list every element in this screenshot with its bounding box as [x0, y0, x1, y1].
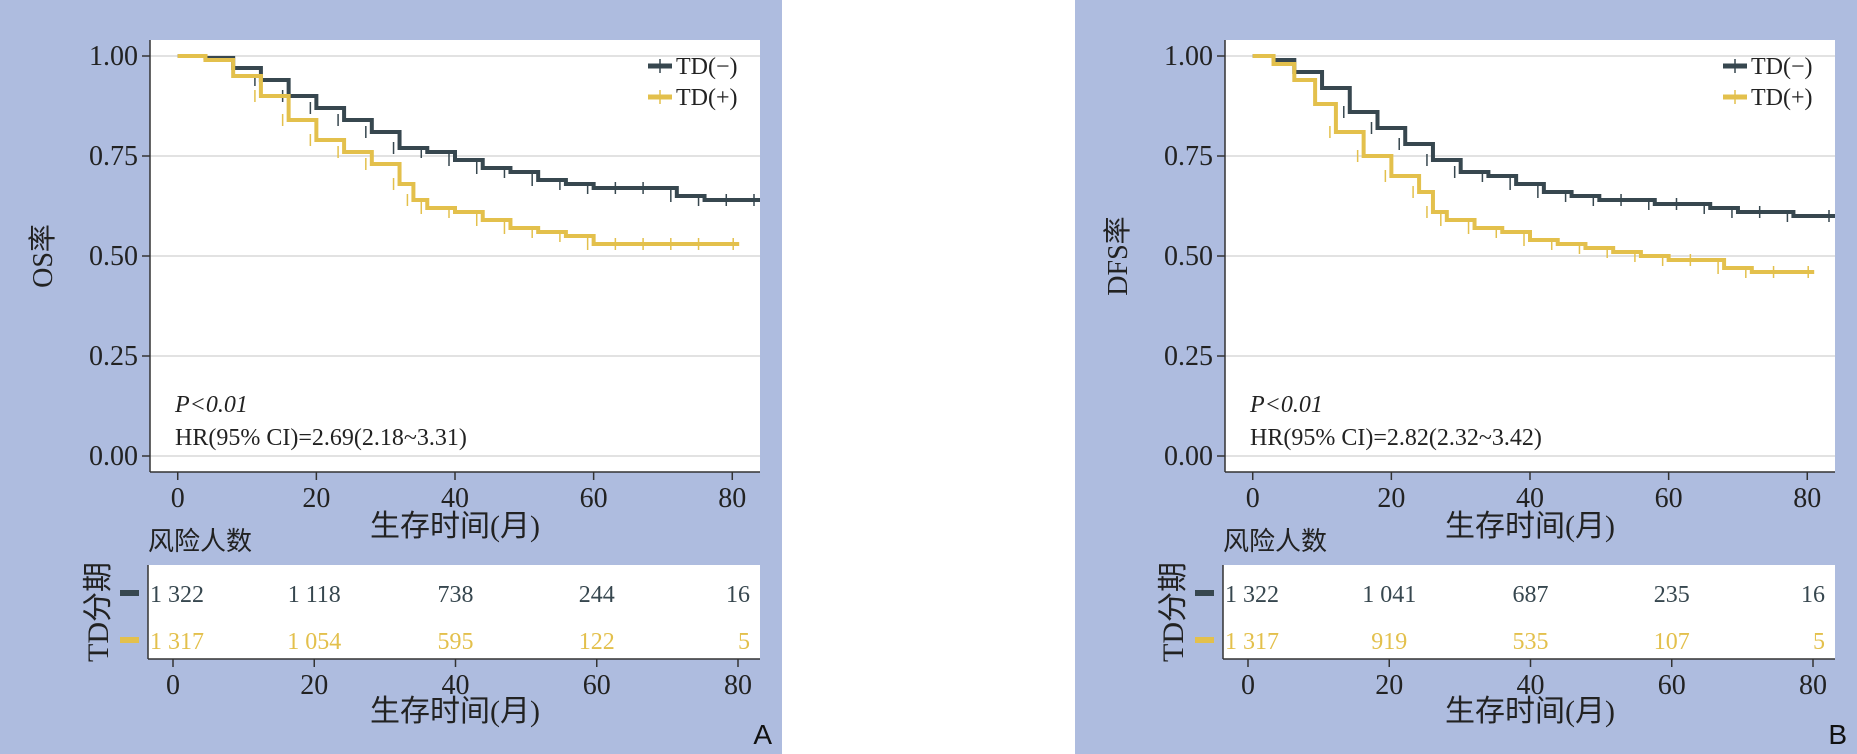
- p-value-text: P<0.01: [1249, 392, 1323, 418]
- x-tick-label: 20: [1377, 483, 1405, 514]
- risk-table-title: 风险人数: [148, 527, 252, 556]
- risk-x-tick-label: 20: [300, 670, 328, 701]
- risk-x-tick-label: 0: [1241, 670, 1255, 701]
- risk-count: 5: [738, 629, 750, 655]
- x-tick-label: 0: [1246, 483, 1260, 514]
- p-value-text: P<0.01: [174, 392, 248, 418]
- x-tick-label: 60: [1655, 483, 1683, 514]
- risk-table-area: [1223, 565, 1835, 659]
- risk-count: 16: [1801, 582, 1825, 608]
- series-line-td-neg: [1252, 54, 1835, 218]
- x-tick-label: 40: [441, 483, 469, 514]
- risk-x-tick-label: 80: [724, 670, 752, 701]
- risk-count: 1 317: [150, 629, 204, 655]
- y-tick-label: 0.25: [1164, 341, 1213, 372]
- risk-count: 919: [1371, 629, 1407, 655]
- x-tick-label: 40: [1516, 483, 1544, 514]
- y-tick-label: 0.00: [89, 441, 138, 472]
- risk-count: 595: [438, 629, 474, 655]
- y-tick-label: 0.25: [89, 341, 138, 372]
- panel-label: A: [753, 719, 772, 750]
- risk-group-title: TD分期: [82, 562, 115, 662]
- risk-count: 16: [726, 582, 750, 608]
- risk-table-title: 风险人数: [1223, 527, 1327, 556]
- legend-label: TD(−): [1751, 54, 1813, 80]
- risk-count: 122: [579, 629, 615, 655]
- risk-x-axis-title: 生存时间(月): [370, 695, 540, 728]
- legend-label: TD(+): [676, 85, 738, 111]
- risk-count: 1 041: [1362, 582, 1416, 608]
- legend-label: TD(−): [676, 54, 738, 80]
- km-panel-a: 0.00 0.25 0.50 0.75 1.00 0 20 40 60 80 生存时间(月) OS率 T…: [0, 0, 782, 754]
- series-line-td-pos: [177, 54, 740, 246]
- risk-x-tick-label: 40: [442, 670, 470, 701]
- risk-x-tick-label: 60: [583, 670, 611, 701]
- risk-group-title: TD分期: [1157, 562, 1190, 662]
- y-axis-title: DFS率: [1102, 216, 1134, 295]
- risk-x-tick-label: 0: [166, 670, 180, 701]
- risk-count: 1 322: [1225, 582, 1279, 608]
- risk-count: 244: [579, 582, 615, 608]
- hr-text: HR(95% CI)=2.82(2.32~3.42): [1250, 425, 1542, 451]
- x-tick-label: 20: [302, 483, 330, 514]
- y-tick-label: 0.50: [1164, 241, 1213, 272]
- y-axis-title: OS率: [27, 224, 59, 288]
- x-tick-label: 0: [171, 483, 185, 514]
- risk-count: 5: [1813, 629, 1825, 655]
- panel-label: B: [1828, 719, 1847, 750]
- y-tick-label: 0.00: [1164, 441, 1213, 472]
- km-panel-b: 0.00 0.25 0.50 0.75 1.00 0 20 40 60 80 生存时间(月) DFS率…: [1075, 0, 1857, 754]
- risk-count: 107: [1654, 629, 1690, 655]
- y-tick-label: 0.75: [1164, 141, 1213, 172]
- series-line-td-neg: [177, 54, 760, 202]
- risk-x-tick-label: 80: [1799, 670, 1827, 701]
- risk-count: 1 322: [150, 582, 204, 608]
- risk-count: 1 317: [1225, 629, 1279, 655]
- km-chart-b: 0.00 0.25 0.50 0.75 1.00 0 20 40 60 80 生存时间(月) DFS率…: [1102, 40, 1847, 750]
- hr-text: HR(95% CI)=2.69(2.18~3.31): [175, 425, 467, 451]
- x-tick-label: 80: [1793, 483, 1821, 514]
- risk-count: 535: [1513, 629, 1549, 655]
- x-tick-label: 80: [718, 483, 746, 514]
- risk-x-axis-title: 生存时间(月): [1445, 695, 1615, 728]
- risk-x-tick-label: 40: [1517, 670, 1545, 701]
- risk-table-area: [148, 565, 760, 659]
- risk-count: 738: [438, 582, 474, 608]
- x-axis-title: 生存时间(月): [1445, 510, 1615, 543]
- y-tick-label: 1.00: [89, 41, 138, 72]
- legend-label: TD(+): [1751, 85, 1813, 111]
- risk-count: 235: [1654, 582, 1690, 608]
- x-axis-title: 生存时间(月): [370, 510, 540, 543]
- km-chart-a: 0.00 0.25 0.50 0.75 1.00 0 20 40 60 80 生存时间(月) OS率 T…: [27, 40, 772, 750]
- y-tick-label: 1.00: [1164, 41, 1213, 72]
- series-line-td-pos: [1252, 54, 1815, 274]
- x-tick-label: 60: [580, 483, 608, 514]
- risk-count: 1 118: [288, 582, 341, 608]
- risk-x-tick-label: 20: [1375, 670, 1403, 701]
- risk-count: 687: [1513, 582, 1549, 608]
- risk-count: 1 054: [287, 629, 341, 655]
- y-tick-label: 0.50: [89, 241, 138, 272]
- risk-x-tick-label: 60: [1658, 670, 1686, 701]
- y-tick-label: 0.75: [89, 141, 138, 172]
